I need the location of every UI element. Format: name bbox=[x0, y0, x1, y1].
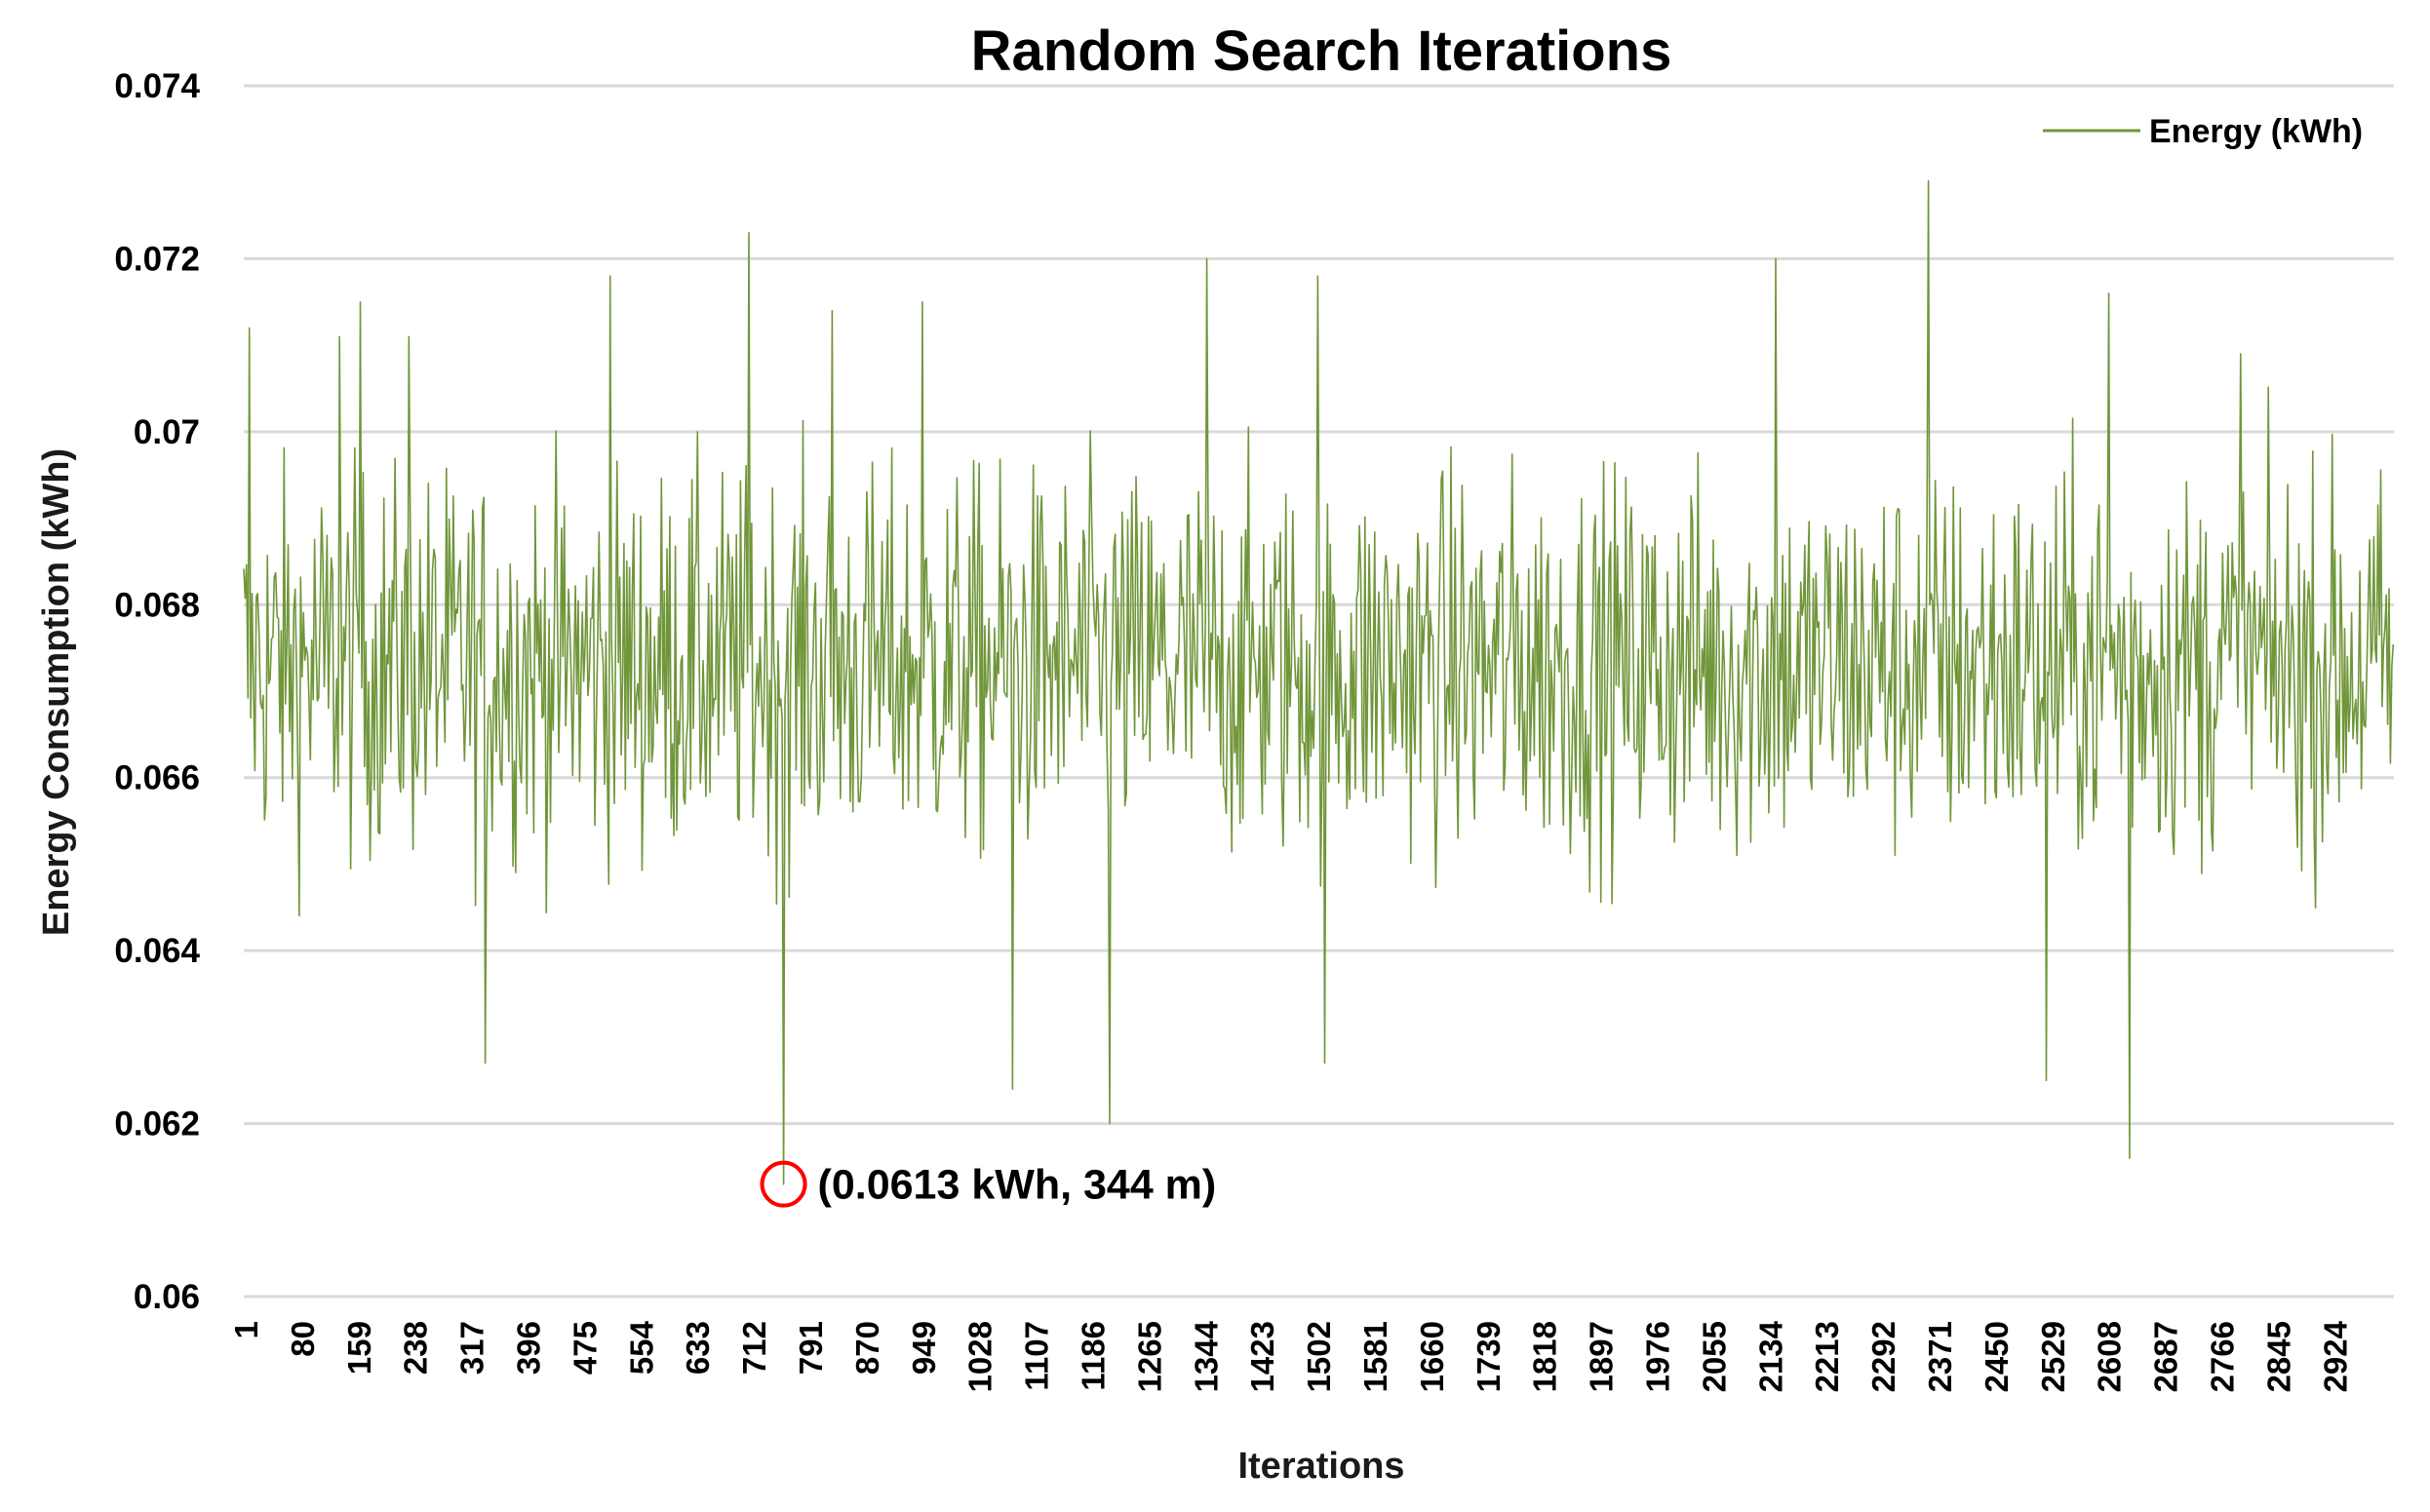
x-tick-label: 2371 bbox=[1922, 1321, 1958, 1392]
minimum-annotation-label: (0.0613 kWh, 344 m) bbox=[818, 1162, 1217, 1209]
x-tick-label: 396 bbox=[511, 1321, 547, 1375]
x-tick-label: 1818 bbox=[1527, 1321, 1563, 1392]
x-tick-label: 2213 bbox=[1809, 1321, 1845, 1392]
x-tick-label: 1265 bbox=[1131, 1321, 1167, 1392]
x-tick-label: 2924 bbox=[2317, 1320, 2353, 1392]
x-tick-label: 238 bbox=[398, 1321, 434, 1375]
series-layer bbox=[243, 179, 2395, 1185]
y-tick-label: 0.07 bbox=[134, 413, 200, 451]
x-tick-label: 1423 bbox=[1244, 1321, 1280, 1392]
series-line-energy bbox=[243, 179, 2395, 1185]
x-tick-label: 1976 bbox=[1640, 1321, 1676, 1392]
x-tick-label: 80 bbox=[285, 1321, 321, 1357]
x-tick-label: 2766 bbox=[2205, 1321, 2241, 1392]
y-tick-label: 0.064 bbox=[114, 932, 200, 970]
x-tick-label: 1 bbox=[228, 1321, 264, 1338]
legend-label-energy: Energy (kWh) bbox=[2149, 113, 2363, 150]
y-axis-ticks: 0.074 0.072 0.07 0.068 0.066 0.064 0.062 0.06 bbox=[114, 67, 200, 1316]
x-tick-label: 2608 bbox=[2092, 1321, 2128, 1392]
x-tick-label: 317 bbox=[454, 1321, 490, 1375]
x-tick-label: 1186 bbox=[1076, 1321, 1112, 1391]
x-tick-label: 1581 bbox=[1357, 1321, 1393, 1392]
x-tick-label: 1660 bbox=[1414, 1321, 1450, 1392]
x-tick-label: 159 bbox=[341, 1321, 377, 1375]
x-tick-label: 1502 bbox=[1301, 1321, 1337, 1392]
x-tick-label: 2134 bbox=[1752, 1320, 1788, 1392]
x-axis-ticks: 1 80 159 238 317 396 475 554 633 712 791 870 949 1028… bbox=[228, 1320, 2353, 1392]
x-tick-label: 2845 bbox=[2260, 1321, 2296, 1392]
x-tick-label: 554 bbox=[623, 1320, 659, 1375]
y-tick-label: 0.074 bbox=[114, 67, 200, 105]
x-tick-label: 712 bbox=[736, 1321, 772, 1375]
y-tick-label: 0.06 bbox=[134, 1278, 200, 1316]
x-tick-label: 870 bbox=[849, 1321, 885, 1375]
x-tick-label: 1107 bbox=[1019, 1321, 1055, 1391]
x-tick-label: 475 bbox=[567, 1321, 603, 1375]
x-tick-label: 1344 bbox=[1188, 1320, 1224, 1392]
y-tick-label: 0.072 bbox=[114, 240, 200, 278]
x-tick-label: 2529 bbox=[2035, 1321, 2071, 1392]
x-tick-label: 791 bbox=[793, 1321, 829, 1375]
x-tick-label: 2055 bbox=[1696, 1321, 1732, 1392]
minimum-marker bbox=[760, 1160, 807, 1208]
x-tick-label: 949 bbox=[906, 1321, 942, 1375]
chart-title: Random Search Iterations bbox=[971, 19, 1672, 83]
annotation: (0.0613 kWh, 344 m) bbox=[760, 1160, 1217, 1209]
x-tick-label: 1897 bbox=[1584, 1321, 1620, 1392]
x-tick-label: 633 bbox=[680, 1321, 716, 1375]
y-axis-title: Energy Consumption (kWh) bbox=[36, 448, 77, 936]
x-tick-label: 1739 bbox=[1470, 1321, 1507, 1392]
y-tick-label: 0.062 bbox=[114, 1105, 200, 1144]
x-tick-label: 1028 bbox=[962, 1321, 999, 1392]
x-tick-label: 2450 bbox=[1979, 1321, 2015, 1392]
x-tick-label: 2687 bbox=[2148, 1321, 2184, 1392]
x-tick-label: 2292 bbox=[1865, 1321, 1901, 1392]
y-tick-label: 0.068 bbox=[114, 586, 200, 624]
legend: Energy (kWh) bbox=[2043, 113, 2363, 150]
x-axis-title: Iterations bbox=[1237, 1446, 1404, 1487]
y-tick-label: 0.066 bbox=[114, 759, 200, 797]
